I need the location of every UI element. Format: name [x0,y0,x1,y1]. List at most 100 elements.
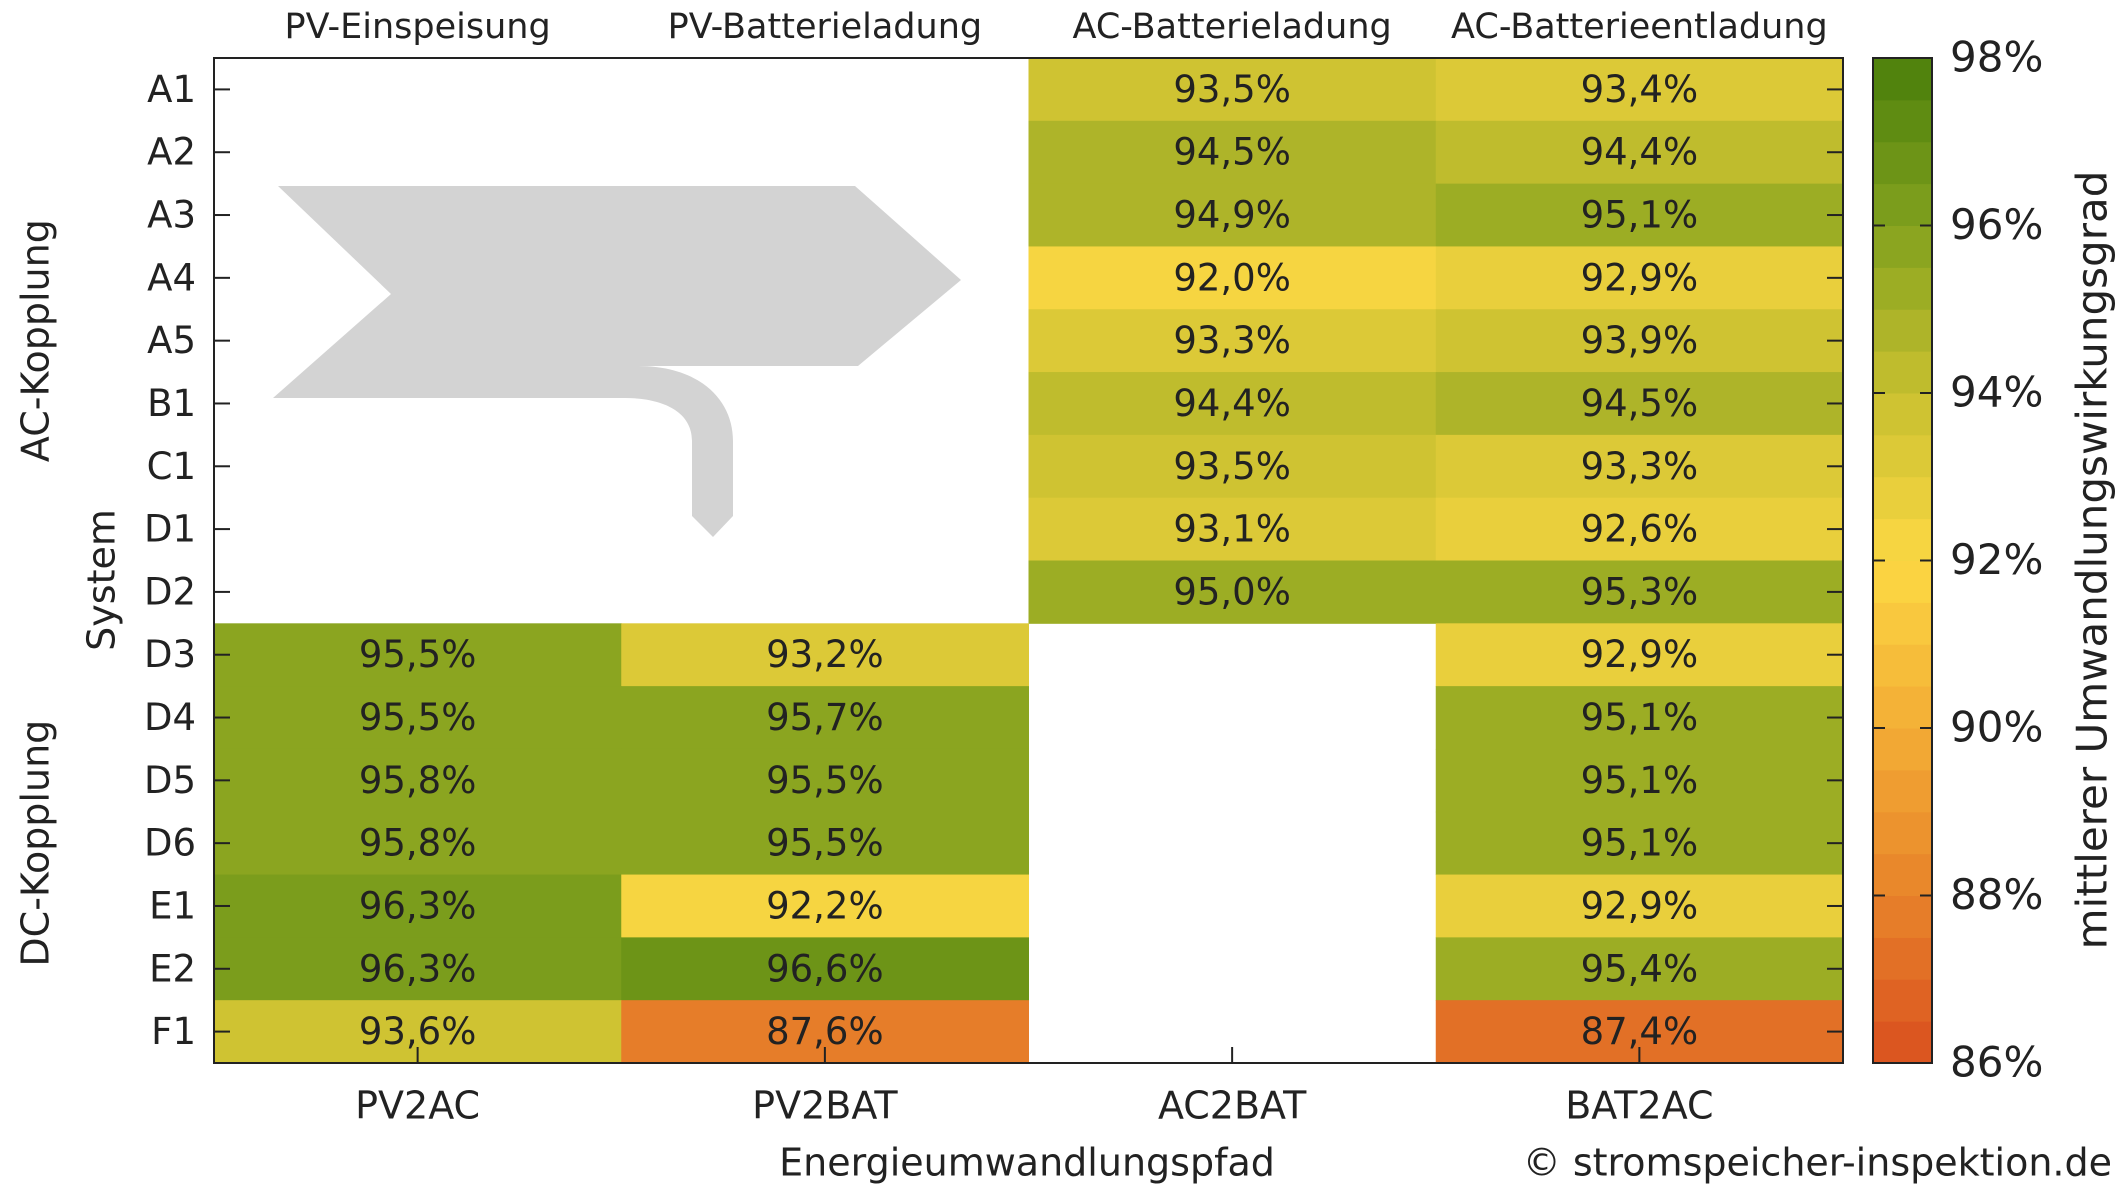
colorbar-band [1873,267,1932,309]
cell-label: 94,4% [1581,131,1699,174]
colorbar-tick-label: 96% [1950,200,2043,249]
colorbar-band [1873,477,1932,519]
colorbar-band [1873,937,1932,979]
cell-label: 93,9% [1581,319,1699,362]
cell-label: 93,6% [359,1010,477,1053]
y-tick-label: E2 [149,947,196,990]
y-axis-title: System [80,509,124,651]
cell-label: 94,5% [1173,131,1291,174]
cell-label: 95,5% [359,696,477,739]
colorbar-title: mittlerer Umwandlungswirkungsgrad [2068,171,2117,950]
cell-label: 94,9% [1173,194,1291,237]
colorbar-band [1873,561,1932,603]
colorbar-band [1873,770,1932,812]
colorbar-band [1873,519,1932,561]
cell-label: 95,8% [359,822,477,865]
colorbar-band [1873,435,1932,477]
cell-label: 92,9% [1581,256,1699,299]
x-top-label: PV-Einspeisung [285,7,551,47]
y-tick-label: A4 [147,256,196,299]
colorbar-band [1873,142,1932,184]
cell-label: 95,3% [1581,570,1699,613]
colorbar-band [1873,979,1932,1021]
credit: © stromspeicher-inspektion.de [1523,1141,2112,1185]
arrow-graphic [273,186,961,537]
x-tick-label: PV2BAT [752,1084,898,1128]
colorbar-band [1873,896,1932,938]
cell-label: 92,2% [766,884,884,927]
cell-label: 93,4% [1581,68,1699,111]
colorbar-band [1873,226,1932,268]
cell-label: 95,4% [1581,947,1699,990]
cell-label: 93,2% [766,633,884,676]
cell-label: 96,6% [766,947,884,990]
cell-label: 95,8% [359,759,477,802]
y-tick-label: C1 [147,445,196,488]
cell-label: 95,1% [1581,759,1699,802]
colorbar-tick-label: 92% [1950,535,2043,584]
y-tick-label: D3 [144,633,196,676]
colorbar-band [1873,728,1932,770]
colorbar-band [1873,309,1932,351]
colorbar-band [1873,58,1932,100]
y-tick-label: B1 [147,382,196,425]
cell-label: 93,5% [1173,445,1291,488]
colorbar-band [1873,812,1932,854]
x-top-label: PV-Batterieladung [668,7,982,47]
colorbar-tick-label: 86% [1950,1038,2043,1087]
cell-label: 95,5% [766,822,884,865]
cell-label: 93,3% [1173,319,1291,362]
x-top-label: AC-Batterieladung [1073,7,1392,47]
y-tick-label: A3 [147,194,196,237]
cell-label: 96,3% [359,947,477,990]
cell-label: 96,3% [359,884,477,927]
cell-label: 92,6% [1581,508,1699,551]
y-tick-label: D1 [144,508,196,551]
x-tick-label: PV2AC [355,1084,480,1128]
cell-label: 95,0% [1173,570,1291,613]
cell-label: 93,1% [1173,508,1291,551]
y-tick-label: F1 [151,1010,196,1053]
cell-label: 87,4% [1581,1010,1699,1053]
y-tick-label: D2 [144,570,196,613]
cell-label: 95,7% [766,696,884,739]
cell-label: 92,9% [1581,633,1699,676]
y-tick-label: D4 [144,696,196,739]
colorbar-band [1873,644,1932,686]
cell-label: 92,0% [1173,256,1291,299]
y-tick-label: E1 [149,884,196,927]
cell-label: 92,9% [1581,884,1699,927]
y-tick-label: D5 [144,759,196,802]
x-tick-label: AC2BAT [1158,1084,1307,1128]
y-tick-label: D6 [144,822,196,865]
colorbar-tick-label: 90% [1950,703,2043,752]
colorbar-band [1873,393,1932,435]
colorbar-band [1873,100,1932,142]
colorbar-band [1873,351,1932,393]
cell-label: 94,5% [1581,382,1699,425]
chart: 93,5% 93,4% 94,5% 94,4% 94,9% 95,1% 92,0% 92,9%… [0,0,2128,1185]
cell-label: 94,4% [1173,382,1291,425]
cell-label: 95,5% [359,633,477,676]
colorbar-tick-label: 98% [1950,33,2043,82]
colorbar-band [1873,184,1932,226]
cell-label: 87,6% [766,1010,884,1053]
x-tick-label: BAT2AC [1565,1084,1713,1128]
cell-label: 93,3% [1581,445,1699,488]
y-tick-label: A2 [147,131,196,174]
colorbar-band [1873,854,1932,896]
colorbar-band [1873,1021,1932,1063]
colorbar-tick-label: 94% [1950,368,2043,417]
y-tick-label: A5 [147,319,196,362]
cell-label: 95,1% [1581,822,1699,865]
group-label: AC-Kopplung [14,219,58,462]
group-label: DC-Kopplung [14,720,58,967]
colorbar-band [1873,602,1932,644]
y-tick-label: A1 [147,68,196,111]
cell-label: 95,1% [1581,696,1699,739]
cell-label: 95,1% [1581,194,1699,237]
cell-label: 95,5% [766,759,884,802]
colorbar-band [1873,686,1932,728]
colorbar-tick-label: 88% [1950,870,2043,919]
x-axis-title: Energieumwandlungspfad [779,1141,1275,1185]
